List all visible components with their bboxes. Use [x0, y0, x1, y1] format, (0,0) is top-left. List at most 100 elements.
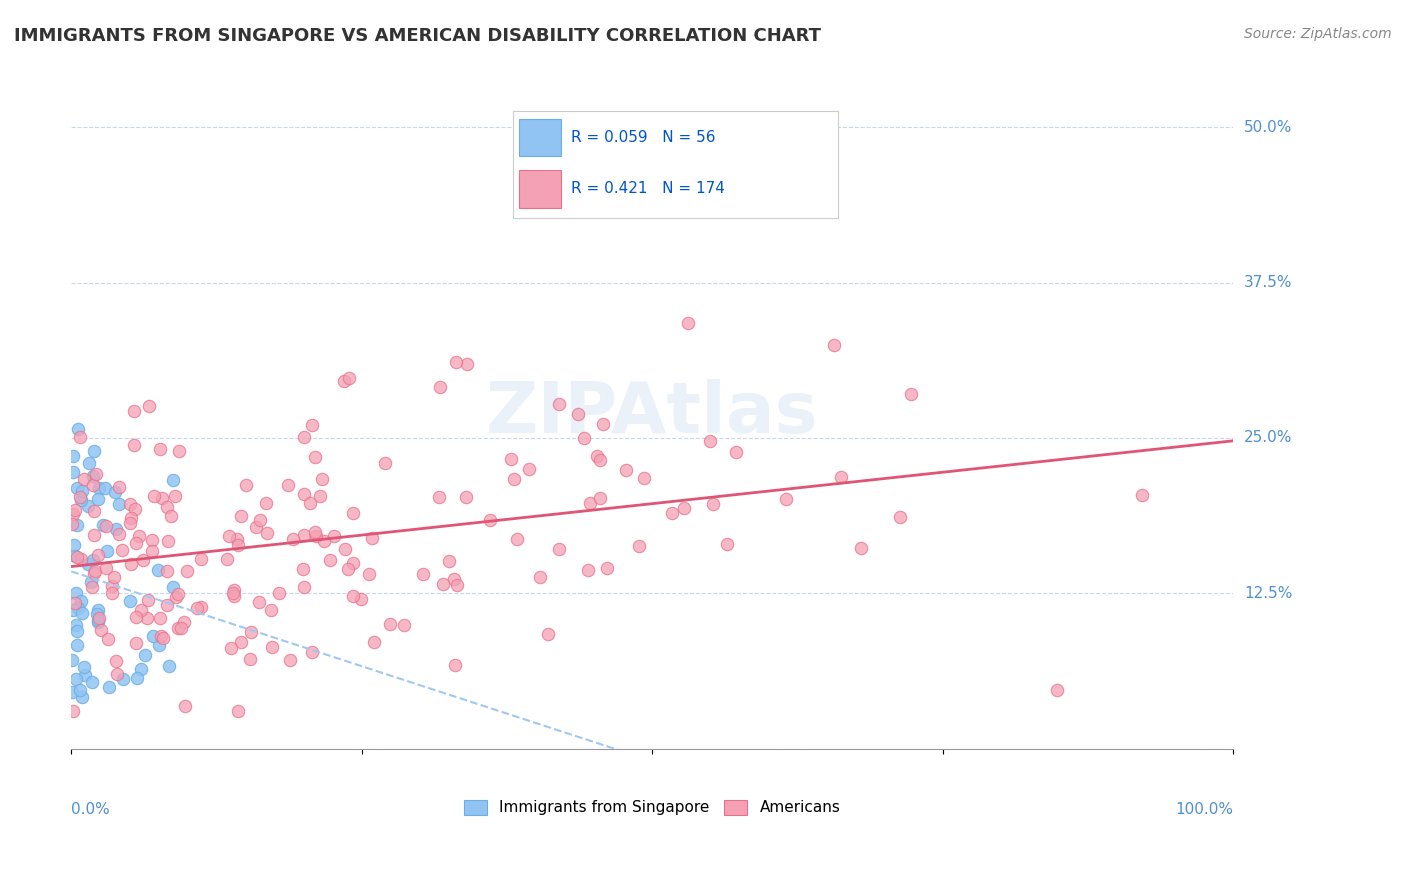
Point	[699, 434, 721, 449]
Point	[716, 537, 738, 551]
Point	[294, 430, 316, 444]
Point	[62, 507, 84, 521]
Point	[141, 533, 163, 548]
Point	[851, 541, 873, 555]
Point	[143, 489, 166, 503]
Legend: Immigrants from Singapore, Americans: Immigrants from Singapore, Americans	[457, 793, 846, 822]
Point	[249, 595, 271, 609]
Point	[84, 564, 107, 578]
Point	[66, 638, 89, 652]
Point	[156, 564, 179, 578]
Point	[82, 469, 104, 483]
Text: 100.0%: 100.0%	[1175, 803, 1233, 817]
Point	[672, 500, 695, 515]
Point	[256, 525, 278, 540]
Point	[217, 552, 239, 566]
Point	[900, 387, 922, 401]
Point	[547, 541, 569, 556]
Point	[93, 481, 115, 495]
Point	[226, 538, 249, 552]
Point	[108, 480, 131, 494]
Point	[150, 629, 173, 643]
Point	[62, 516, 84, 531]
Point	[65, 617, 87, 632]
Point	[427, 490, 450, 504]
Point	[190, 552, 212, 566]
Point	[173, 698, 195, 713]
Point	[104, 522, 127, 536]
Text: 25.0%: 25.0%	[1244, 431, 1292, 445]
Point	[165, 590, 187, 604]
Point	[162, 580, 184, 594]
Point	[479, 513, 502, 527]
Point	[96, 561, 118, 575]
Point	[60, 653, 83, 667]
Point	[499, 452, 522, 467]
Point	[298, 496, 321, 510]
Point	[337, 371, 360, 385]
Point	[65, 585, 87, 599]
Point	[83, 566, 105, 580]
Point	[260, 640, 283, 655]
Point	[84, 467, 107, 482]
Point	[240, 624, 263, 639]
Point	[124, 536, 146, 550]
Point	[136, 593, 159, 607]
Point	[190, 599, 212, 614]
Point	[108, 527, 131, 541]
Point	[77, 557, 100, 571]
Point	[156, 500, 179, 514]
Point	[456, 491, 478, 505]
Point	[63, 503, 86, 517]
Point	[412, 566, 434, 581]
Point	[67, 422, 90, 436]
Point	[589, 453, 612, 467]
Point	[76, 499, 98, 513]
Point	[150, 491, 173, 506]
Point	[305, 529, 328, 543]
Point	[222, 582, 245, 597]
Point	[249, 513, 271, 527]
Point	[66, 624, 89, 638]
Point	[124, 636, 146, 650]
Point	[374, 456, 396, 470]
Point	[86, 613, 108, 627]
Point	[120, 557, 142, 571]
Point	[118, 594, 141, 608]
Point	[628, 540, 651, 554]
Point	[281, 532, 304, 546]
Point	[146, 563, 169, 577]
Point	[66, 601, 89, 615]
Point	[87, 615, 110, 629]
Point	[633, 471, 655, 485]
Point	[304, 450, 326, 464]
Point	[90, 623, 112, 637]
Point	[129, 603, 152, 617]
Point	[80, 580, 103, 594]
Point	[128, 529, 150, 543]
Point	[588, 491, 610, 505]
Point	[149, 611, 172, 625]
Point	[502, 472, 524, 486]
Point	[1132, 488, 1154, 502]
Point	[66, 517, 89, 532]
Point	[446, 578, 468, 592]
Point	[311, 472, 333, 486]
Point	[166, 621, 188, 635]
Point	[439, 554, 461, 568]
Point	[73, 667, 96, 681]
Point	[292, 528, 315, 542]
Point	[141, 543, 163, 558]
Point	[378, 617, 401, 632]
Point	[83, 528, 105, 542]
Point	[226, 705, 249, 719]
Point	[319, 553, 342, 567]
Point	[676, 316, 699, 330]
Point	[278, 653, 301, 667]
Point	[108, 497, 131, 511]
Point	[62, 450, 84, 464]
Point	[702, 497, 724, 511]
Point	[336, 562, 359, 576]
Point	[152, 631, 174, 645]
Point	[537, 626, 560, 640]
